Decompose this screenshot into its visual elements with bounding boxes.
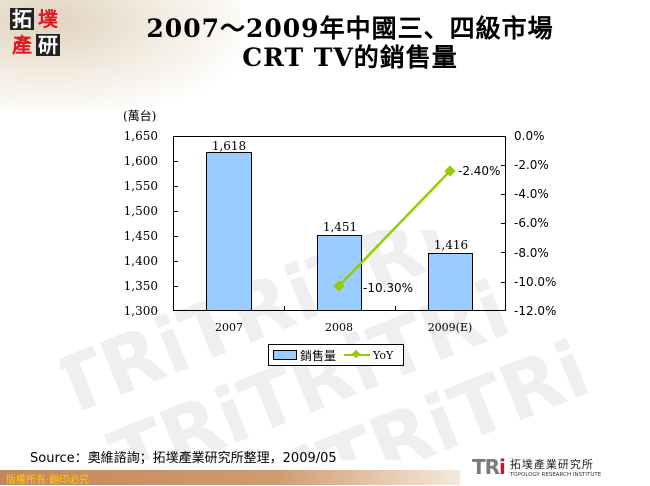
y-tick-mark [173, 236, 178, 237]
bar-value-label: 1,451 [322, 220, 358, 234]
y-axis-unit-label: (萬台) [123, 109, 157, 123]
y-tick-label: 1,450 [123, 229, 158, 243]
legend-bar-label: 銷售量 [300, 348, 337, 363]
y2-tick-label: -12.0% [514, 304, 557, 318]
x-tick-label: 2007 [215, 321, 243, 334]
tri-logo: TRi 拓墣產業研究所 TOPOLOGY RESEARCH INSTITUTE [472, 455, 601, 479]
copyright-text: 版權所有‧翻印必究 [6, 475, 90, 486]
y2-tick-mark [501, 223, 506, 224]
x-tick-label: 2008 [325, 321, 353, 334]
tri-chinese-name: 拓墣產業研究所 [509, 458, 594, 471]
y-tick-label: 1,650 [123, 129, 158, 143]
y2-tick-mark [501, 282, 506, 283]
bar-2008[interactable] [317, 235, 362, 311]
bar-2007[interactable] [206, 152, 252, 311]
x-tick-label: 2009(E) [427, 321, 473, 334]
logo-char: 研 [36, 33, 60, 57]
tri-english-name: TOPOLOGY RESEARCH INSTITUTE [509, 472, 602, 478]
company-logo: 拓 墣 產 研 [10, 8, 62, 56]
y2-tick-label: -6.0% [514, 216, 549, 230]
bar-value-label: 1,416 [433, 238, 469, 252]
tri-mark: TRi [472, 455, 506, 479]
y-tick-label: 1,300 [123, 304, 158, 318]
legend-bar-swatch [273, 350, 297, 360]
y2-tick-mark [501, 194, 506, 195]
source-note: Source：奧維諮詢；拓墣產業研究所整理，2009/05 [30, 451, 337, 466]
legend-line-label: YoY [373, 348, 394, 362]
y-tick-label: 1,600 [123, 154, 158, 168]
slide-title: 2007～2009年中國三、四級市場 CRT TV的銷售量 [100, 14, 600, 72]
title-line-1: 2007～2009年中國三、四級市場 [146, 14, 554, 43]
y2-tick-mark [501, 165, 506, 166]
y-tick-label: 1,400 [123, 254, 158, 268]
y-tick-mark [173, 161, 178, 162]
x-tick-mark [284, 306, 285, 311]
y-tick-label: 1,350 [123, 279, 158, 293]
logo-char: 產 [12, 33, 32, 57]
y2-tick-mark [501, 252, 506, 253]
y2-tick-label: -4.0% [514, 187, 549, 201]
x-tick-mark [395, 306, 396, 311]
logo-char: 拓 [10, 7, 34, 31]
bar-value-label: 1,618 [211, 139, 247, 153]
y-tick-mark [173, 186, 178, 187]
yoy-value-label: -10.30% [363, 281, 414, 295]
chart-legend: 銷售量 YoY [268, 344, 404, 366]
y2-tick-label: -8.0% [514, 246, 549, 260]
y-tick-mark [173, 211, 178, 212]
y-tick-mark [173, 286, 178, 287]
bar-2009e[interactable] [428, 253, 473, 311]
y-tick-mark [173, 261, 178, 262]
footer-bar [0, 470, 460, 485]
y-tick-label: 1,550 [123, 179, 158, 193]
title-line-2: CRT TV的銷售量 [242, 43, 458, 72]
y2-tick-label: -10.0% [514, 275, 557, 289]
yoy-value-label: -2.40% [458, 164, 501, 178]
y-tick-label: 1,500 [123, 204, 158, 218]
legend-line-swatch [344, 354, 371, 356]
y2-tick-label: 0.0% [514, 129, 545, 143]
logo-char: 墣 [38, 7, 58, 31]
y2-tick-label: -2.0% [514, 158, 549, 172]
